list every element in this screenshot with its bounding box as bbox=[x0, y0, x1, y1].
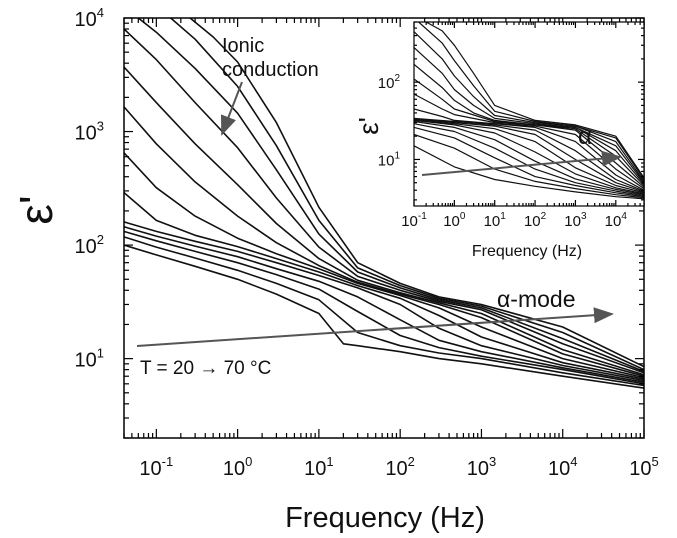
inset-x-tick-label: 103 bbox=[564, 211, 587, 230]
annotation-temperature: T = 20 → 70 °C bbox=[140, 358, 271, 379]
inset-plot-area bbox=[414, 22, 644, 200]
inset-x-tick-label: 100 bbox=[443, 211, 466, 230]
main-series-line bbox=[170, 18, 644, 371]
main-series-line bbox=[124, 191, 644, 380]
inset-series-line bbox=[414, 119, 644, 194]
main-x-tick-label: 100 bbox=[223, 454, 252, 480]
annotation-inset-alpha: α bbox=[578, 123, 592, 150]
inset-alpha-arrow bbox=[421, 150, 622, 176]
inset-x-tick-label: 10-1 bbox=[401, 211, 427, 230]
main-series-line bbox=[124, 221, 644, 382]
inset-y-tick-label: 101 bbox=[378, 150, 401, 169]
main-series-line bbox=[189, 18, 644, 368]
main-series-line bbox=[124, 66, 644, 376]
main-series-line bbox=[124, 230, 644, 385]
main-plot-area bbox=[124, 18, 644, 389]
main-y-tick-label: 104 bbox=[75, 5, 104, 31]
main-x-tick-label: 105 bbox=[629, 454, 658, 480]
main-x-tick-label: 104 bbox=[548, 454, 577, 480]
main-x-tick-label: 102 bbox=[385, 454, 414, 480]
ionic-arrow bbox=[220, 81, 243, 136]
inset-series-line bbox=[414, 117, 644, 191]
main-series-line bbox=[124, 244, 644, 389]
main-plot-frame bbox=[123, 17, 645, 439]
main-series-line bbox=[124, 28, 644, 374]
main-y-axis-label: ε' bbox=[10, 195, 62, 224]
main-series-line bbox=[124, 226, 644, 383]
main-series-line bbox=[124, 106, 644, 377]
inset-x-tick-label: 102 bbox=[524, 211, 547, 230]
inset-plot-frame bbox=[413, 21, 645, 207]
annotation-alpha-mode: α-mode bbox=[497, 286, 576, 312]
main-y-tick-label: 102 bbox=[75, 232, 104, 258]
inset-x-tick-label: 104 bbox=[605, 211, 628, 230]
inset-series-line bbox=[414, 145, 644, 200]
inset-series-line bbox=[414, 63, 644, 185]
inset-series-line bbox=[418, 22, 644, 180]
annotation-ionic-line1: Ionic bbox=[222, 35, 264, 57]
inset-series-line bbox=[414, 31, 644, 182]
inset-x-axis-label: Frequency (Hz) bbox=[472, 243, 582, 260]
main-x-tick-label: 101 bbox=[304, 454, 333, 480]
main-y-tick-label: 101 bbox=[75, 346, 104, 372]
inset-series-line bbox=[414, 119, 644, 195]
main-x-tick-label: 103 bbox=[467, 454, 496, 480]
inset-y-axis-label: ε' bbox=[353, 117, 384, 135]
main-series-line bbox=[124, 152, 644, 379]
inset-series-line bbox=[414, 126, 644, 198]
main-x-tick-label: 10-1 bbox=[139, 454, 173, 480]
inset-series-line bbox=[414, 47, 644, 184]
alpha-mode-arrow bbox=[136, 307, 614, 347]
main-y-tick-label: 103 bbox=[75, 119, 104, 145]
main-series-line bbox=[124, 236, 644, 387]
inset-y-tick-label: 102 bbox=[378, 73, 401, 92]
main-series-line bbox=[137, 18, 644, 373]
main-ticks: 10-1 100 101 102 103 104 105 101 102 103 104 bbox=[75, 5, 659, 480]
inset-series-line bbox=[414, 120, 644, 196]
inset-series-line bbox=[414, 133, 644, 199]
inset-series-line bbox=[425, 22, 644, 179]
inset-x-tick-label: 101 bbox=[484, 211, 507, 230]
inset-series-line bbox=[414, 118, 644, 193]
inset-series-line bbox=[414, 123, 644, 197]
annotation-ionic-line2: conduction bbox=[222, 59, 319, 81]
main-x-axis-label: Frequency (Hz) bbox=[285, 502, 485, 533]
